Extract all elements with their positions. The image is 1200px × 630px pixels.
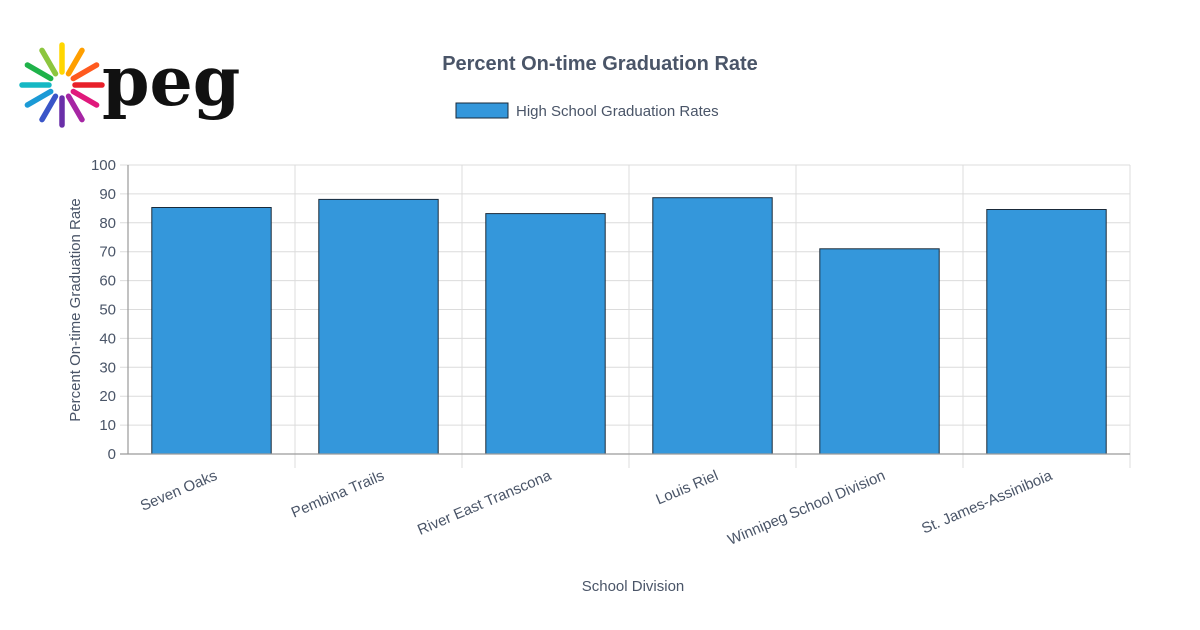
logo-ray xyxy=(24,88,54,108)
y-tick-label: 90 xyxy=(99,186,116,203)
logo-ray xyxy=(39,93,59,123)
logo-wordmark: peg xyxy=(102,42,240,122)
logo-ray xyxy=(65,47,85,77)
y-tick-label: 10 xyxy=(99,417,116,434)
chart-axes xyxy=(120,165,1130,455)
bar-series xyxy=(151,197,1107,455)
y-axis-title: Percent On-time Graduation Rate xyxy=(67,198,84,421)
y-tick-label: 40 xyxy=(99,330,116,347)
y-tick-label: 100 xyxy=(91,157,116,174)
x-category-label: Seven Oaks xyxy=(138,467,220,515)
logo-ray xyxy=(70,62,100,82)
y-axis-ticks: 0 10 20 30 40 50 60 70 80 90 100 xyxy=(91,157,116,463)
chart-title: Percent On-time Graduation Rate xyxy=(442,53,758,75)
chart-legend[interactable]: High School Graduation Rates xyxy=(455,102,719,120)
legend-swatch xyxy=(455,102,509,119)
bar-pembina-trails[interactable] xyxy=(318,198,439,455)
peg-sunburst-icon xyxy=(19,42,105,128)
x-category-label: Pembina Trails xyxy=(289,467,387,521)
y-tick-label: 0 xyxy=(108,446,116,463)
logo-ray xyxy=(70,88,100,108)
bar-winnipeg-school-division[interactable] xyxy=(819,248,940,455)
y-tick-label: 20 xyxy=(99,388,116,405)
chart-grid xyxy=(120,164,1131,468)
bar-river-east-transcona[interactable] xyxy=(485,213,606,455)
y-tick-label: 30 xyxy=(99,359,116,376)
bar-st-james-assiniboia[interactable] xyxy=(986,209,1107,455)
x-category-label: Louis Riel xyxy=(653,467,720,508)
bar-louis-riel[interactable] xyxy=(652,197,773,455)
x-axis-category-labels: Seven Oaks Pembina Trails River East Trans… xyxy=(138,467,1055,549)
bar-seven-oaks[interactable] xyxy=(151,207,272,455)
logo-ray xyxy=(39,47,59,77)
y-tick-label: 60 xyxy=(99,273,116,290)
x-category-label: Winnipeg School Division xyxy=(725,467,887,549)
y-tick-label: 80 xyxy=(99,215,116,232)
y-tick-label: 70 xyxy=(99,244,116,261)
logo-ray xyxy=(65,93,85,123)
legend-label: High School Graduation Rates xyxy=(516,103,719,120)
x-category-label: River East Transcona xyxy=(415,467,554,539)
peg-logo: peg xyxy=(19,42,240,128)
x-axis-title: School Division xyxy=(582,578,685,595)
x-category-label: St. James-Assiniboia xyxy=(919,467,1055,538)
y-tick-label: 50 xyxy=(99,302,116,319)
logo-ray xyxy=(24,62,54,82)
